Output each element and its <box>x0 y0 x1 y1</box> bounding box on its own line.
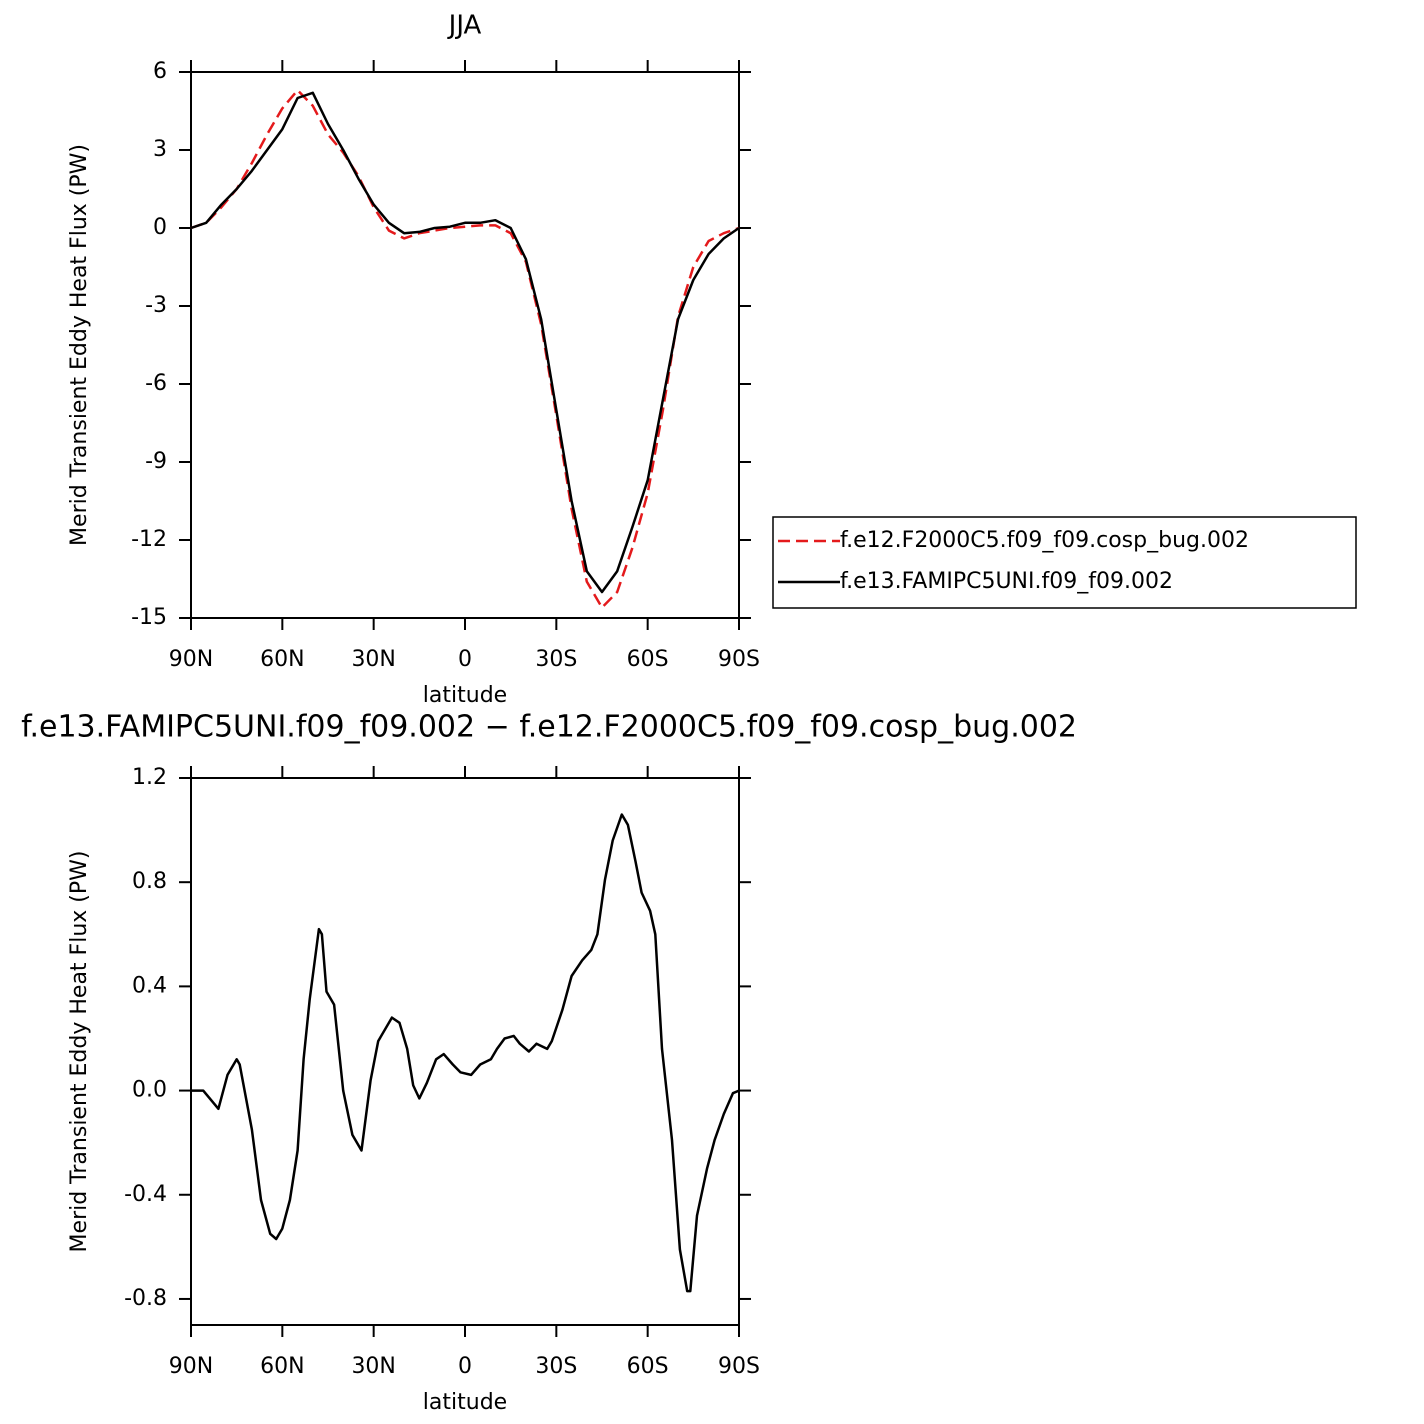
y-tick-label: 0.0 <box>132 1078 167 1103</box>
x-tick-label: 90N <box>169 647 213 672</box>
y-tick-label: -12 <box>131 527 167 552</box>
x-tick-label: 90N <box>169 1354 213 1379</box>
y-tick-label: -6 <box>145 371 167 396</box>
data-line <box>190 91 740 594</box>
x-tick-label: 60N <box>260 1354 304 1379</box>
x-tick-label: 90S <box>718 1354 760 1379</box>
plot-frame <box>190 777 740 1326</box>
y-tick-label: -15 <box>131 605 167 630</box>
y-tick-label: 0.8 <box>132 869 167 894</box>
x-tick-label: 0 <box>458 1354 472 1379</box>
x-tick-label: 30N <box>351 647 395 672</box>
x-axis-label: latitude <box>423 683 507 708</box>
x-tick-label: 60S <box>627 647 669 672</box>
x-tick-label: 60S <box>627 1354 669 1379</box>
y-tick-label: 1.2 <box>132 765 167 790</box>
y-tick-label: 0.4 <box>132 973 167 998</box>
data-line <box>190 88 740 609</box>
y-axis-label: Merid Transient Eddy Heat Flux (PW) <box>67 851 92 1253</box>
x-tick-label: 30N <box>351 1354 395 1379</box>
chart-title: f.e13.FAMIPC5UNI.f09_f09.002 − f.e12.F20… <box>21 710 1077 745</box>
y-tick-label: -9 <box>145 449 167 474</box>
data-line <box>191 813 740 1293</box>
legend-box <box>772 516 1357 609</box>
y-tick-label: 0 <box>153 215 167 240</box>
legend-label: f.e13.FAMIPC5UNI.f09_f09.002 <box>840 569 1173 594</box>
y-tick-label: -0.8 <box>124 1286 167 1311</box>
chart-title: JJA <box>447 11 482 41</box>
plot-frame <box>190 71 740 619</box>
y-tick-label: -3 <box>145 293 167 318</box>
y-tick-label: -0.4 <box>124 1182 167 1207</box>
x-tick-label: 0 <box>458 647 472 672</box>
x-tick-label: 30S <box>535 1354 577 1379</box>
y-axis-label: Merid Transient Eddy Heat Flux (PW) <box>67 144 92 546</box>
x-tick-label: 60N <box>260 647 304 672</box>
y-tick-label: 3 <box>153 137 167 162</box>
x-tick-label: 90S <box>718 647 760 672</box>
x-tick-label: 30S <box>535 647 577 672</box>
x-axis-label: latitude <box>423 1390 507 1415</box>
legend-label: f.e12.F2000C5.f09_f09.cosp_bug.002 <box>840 528 1249 553</box>
y-tick-label: 6 <box>153 59 167 84</box>
